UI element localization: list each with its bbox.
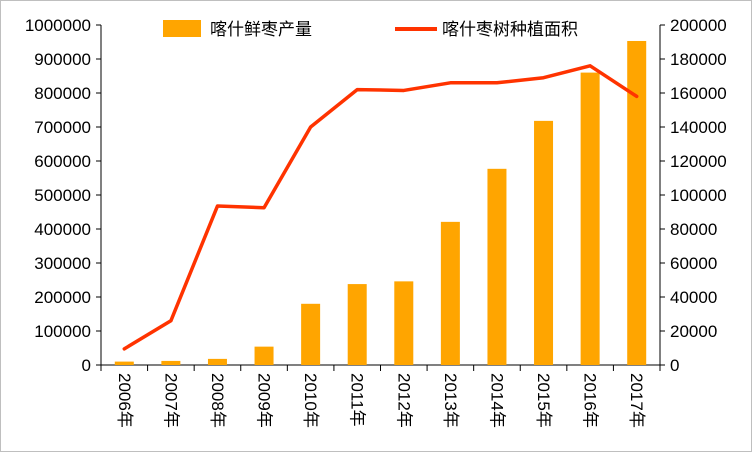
left-y-axis: 0 100000 200000 300000 400000 500000 600000 700… [25, 16, 102, 375]
x-axis: 2006年 2007年 2008年 2009年 2010年 2011年 2012年 2013年… [100, 364, 661, 428]
right-tick-label: 200000 [670, 16, 727, 35]
series-line [122, 64, 639, 351]
x-tick-label: 2017年 [627, 373, 646, 428]
right-tick-label: 120000 [670, 152, 727, 171]
x-tick-label: 2006年 [115, 373, 134, 428]
bar [580, 72, 600, 365]
left-tick-label: 1000000 [25, 16, 91, 35]
left-tick-label: 700000 [34, 118, 91, 137]
line-series [122, 64, 639, 351]
right-tick-label: 140000 [670, 118, 727, 137]
bar [627, 40, 647, 365]
left-tick-label: 400000 [34, 220, 91, 239]
right-tick-label: 180000 [670, 50, 727, 69]
left-tick-label: 500000 [34, 186, 91, 205]
right-tick-label: 160000 [670, 84, 727, 103]
legend-line-label: 喀什枣树种植面积 [442, 20, 578, 39]
bar [487, 168, 507, 365]
x-tick-label: 2008年 [208, 373, 227, 428]
left-tick-label: 100000 [34, 322, 91, 341]
right-y-axis: 0 20000 40000 60000 80000 100000 120000 140000 1… [659, 16, 727, 375]
left-tick-label: 600000 [34, 152, 91, 171]
legend: 喀什鲜枣产量 喀什枣树种植面积 [163, 20, 578, 39]
x-tick-label: 2014年 [487, 373, 506, 428]
bar [394, 281, 414, 365]
bar [347, 284, 367, 365]
right-tick-label: 0 [670, 356, 679, 375]
x-tick-label: 2011年 [348, 373, 367, 427]
bar [534, 120, 554, 365]
bar [114, 361, 134, 365]
right-tick-label: 40000 [670, 288, 717, 307]
left-tick-label: 200000 [34, 288, 91, 307]
left-tick-label: 300000 [34, 254, 91, 273]
x-tick-label: 2010年 [301, 373, 320, 428]
right-tick-label: 20000 [670, 322, 717, 341]
x-tick-label: 2013年 [441, 373, 460, 428]
bar-series [114, 40, 647, 365]
legend-bar-label: 喀什鲜枣产量 [210, 20, 312, 39]
x-tick-label: 2016年 [581, 373, 600, 428]
bar [161, 360, 181, 365]
bar [207, 358, 227, 365]
right-tick-label: 80000 [670, 220, 717, 239]
right-tick-label: 60000 [670, 254, 717, 273]
x-tick-label: 2007年 [161, 373, 180, 428]
x-tick-label: 2009年 [255, 373, 274, 428]
legend-bar-swatch [163, 20, 201, 37]
bar [301, 303, 321, 365]
bar [440, 221, 460, 365]
left-tick-label: 0 [82, 356, 91, 375]
right-tick-label: 100000 [670, 186, 727, 205]
left-tick-label: 900000 [34, 50, 91, 69]
bar [254, 346, 274, 365]
left-tick-label: 800000 [34, 84, 91, 103]
x-tick-label: 2015年 [534, 373, 553, 428]
x-tick-label: 2012年 [394, 373, 413, 428]
